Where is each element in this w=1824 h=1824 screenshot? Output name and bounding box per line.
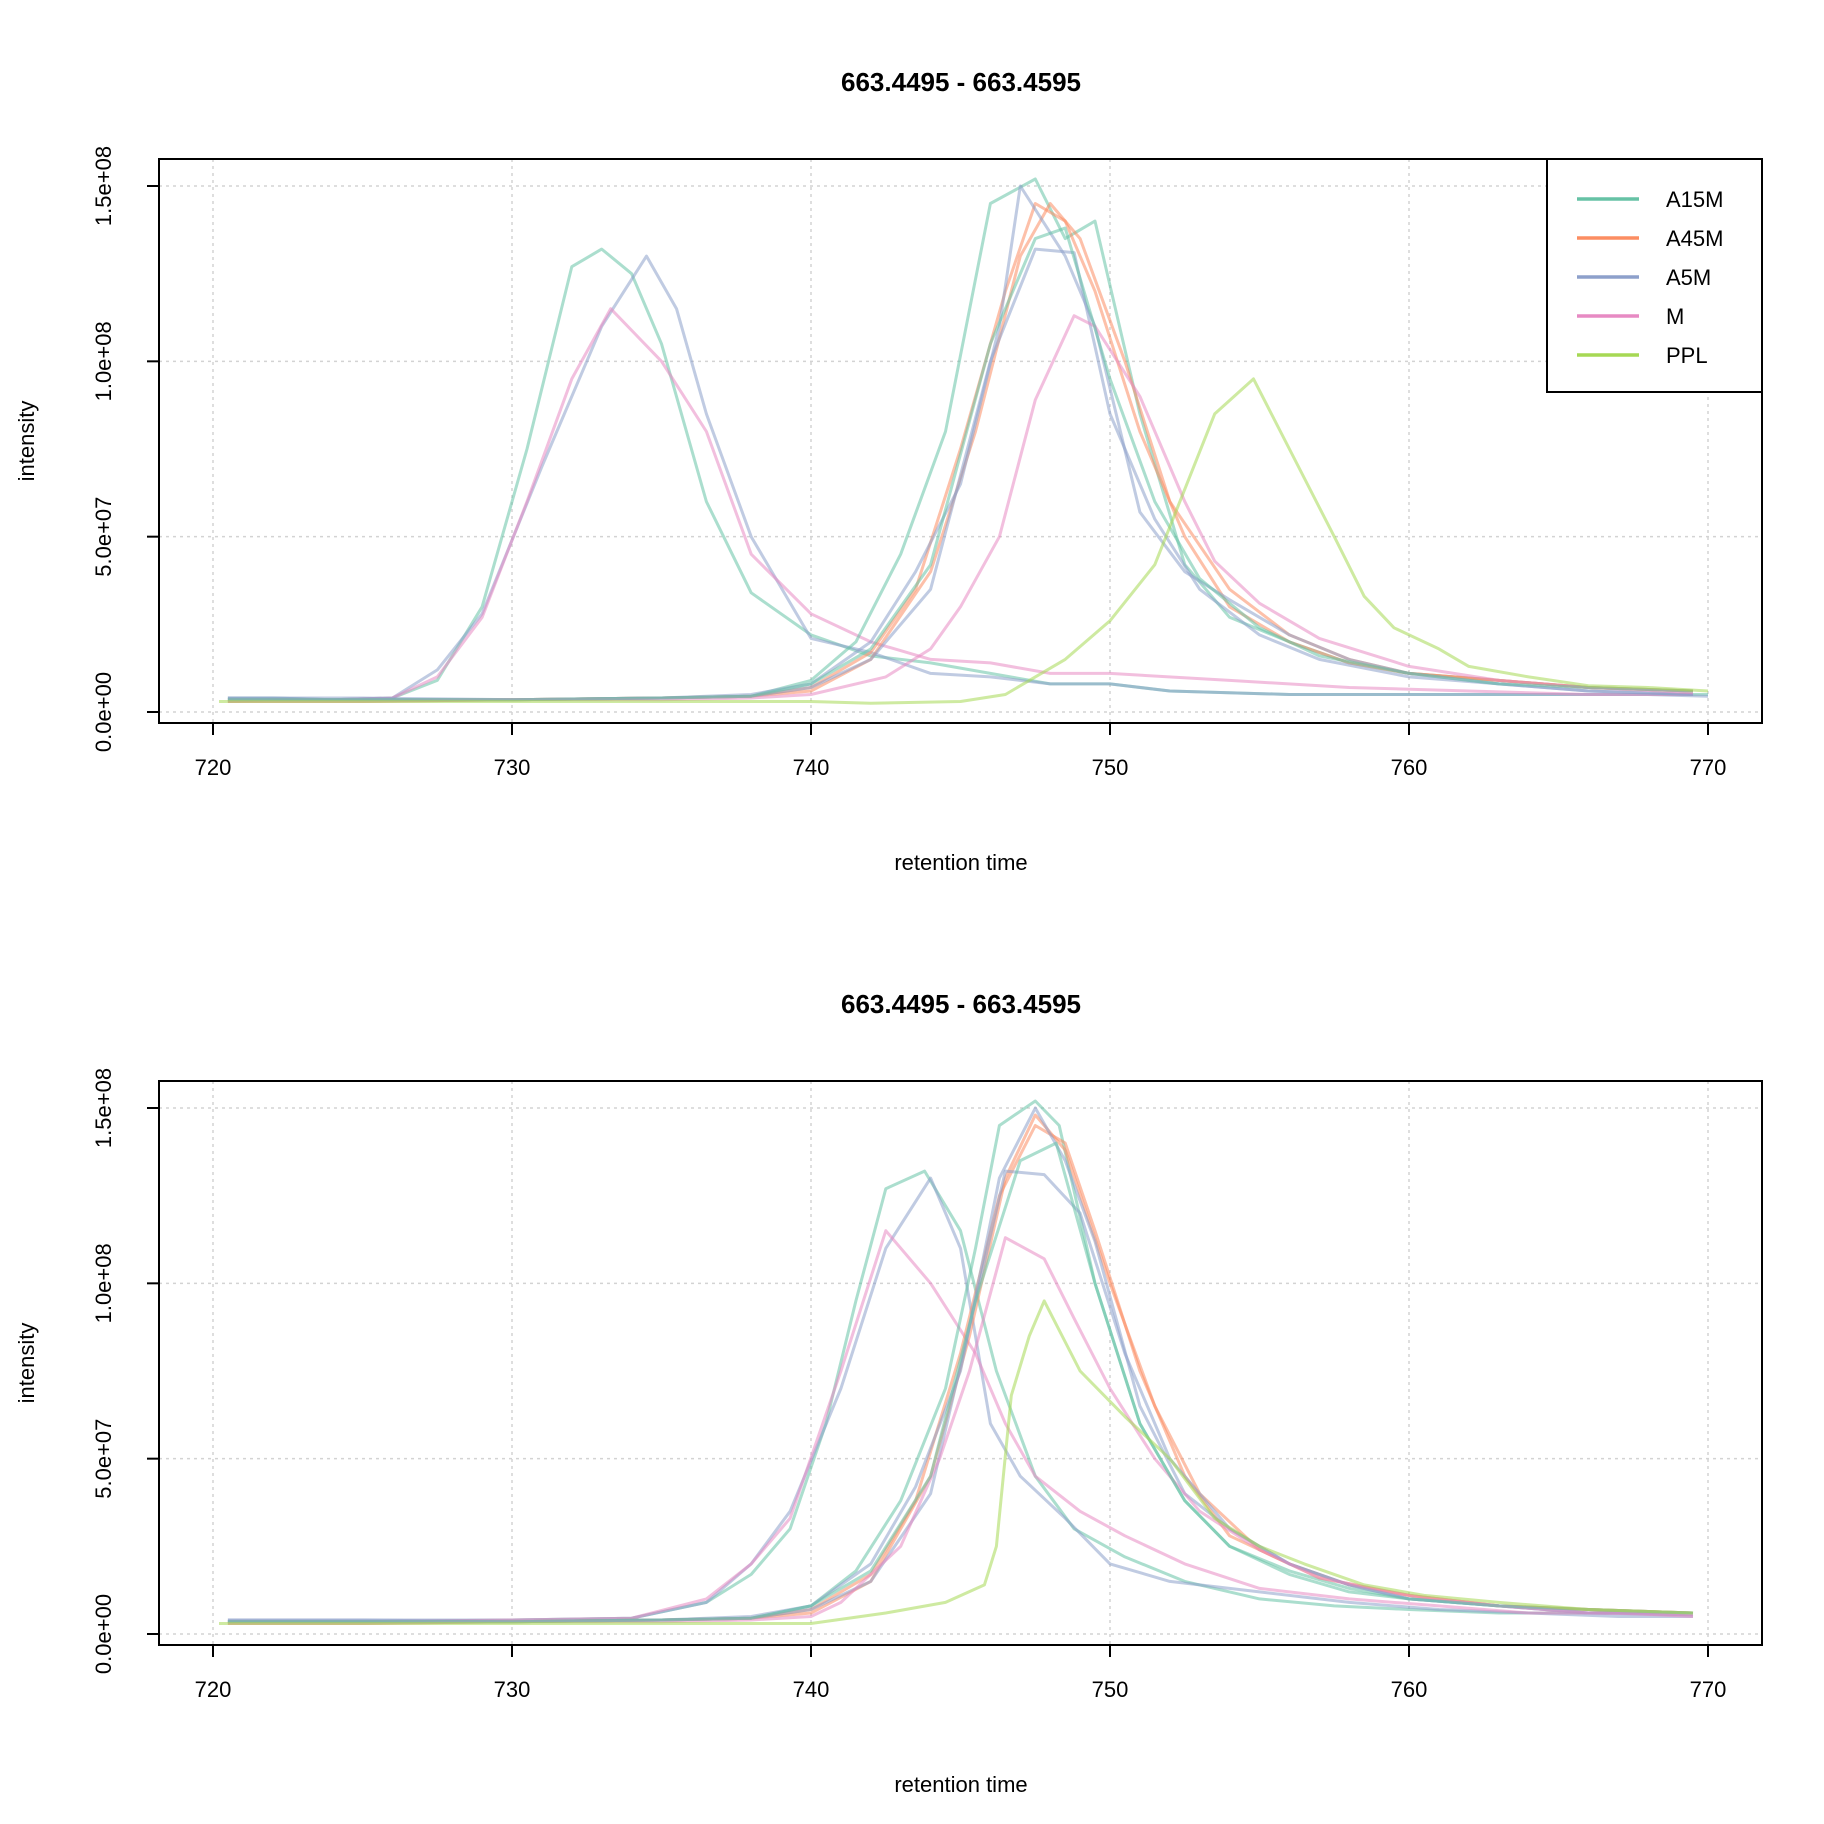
x-tick-label: 770 — [1690, 1677, 1727, 1702]
y-axis-label: intensity — [14, 1323, 39, 1404]
x-tick-label: 770 — [1690, 755, 1727, 780]
x-tick-label: 740 — [793, 755, 830, 780]
y-axis: 0.0e+00 5.0e+07 1.0e+08 1.5e+08 — [91, 1068, 160, 1674]
chart-panel-top: 663.4495 - 663.4595 720 730 740 750 760 770 0… — [14, 67, 1763, 875]
series-layer — [219, 1099, 1694, 1625]
y-tick-label: 1.0e+08 — [91, 1243, 116, 1323]
y-tick-label: 0.0e+00 — [91, 672, 116, 752]
x-tick-label: 730 — [494, 1677, 531, 1702]
series-line-a15m — [227, 226, 1694, 702]
x-tick-label: 740 — [793, 1677, 830, 1702]
series-line-a15m — [227, 1141, 1694, 1624]
chart-panel-bottom: 663.4495 - 663.4595 720 730 740 750 760 770 0… — [14, 989, 1763, 1797]
x-tick-label: 750 — [1092, 1677, 1129, 1702]
x-tick-label: 760 — [1391, 755, 1428, 780]
legend-label-a45m: A45M — [1666, 226, 1723, 251]
series-line-m — [227, 1229, 1694, 1624]
y-tick-label: 1.5e+08 — [91, 1068, 116, 1148]
series-line-a5m — [227, 254, 1709, 702]
x-axis: 720 730 740 750 760 770 — [195, 1644, 1727, 1702]
x-tick-label: 720 — [195, 1677, 232, 1702]
y-tick-label: 5.0e+07 — [91, 1419, 116, 1499]
legend-label-m: M — [1666, 304, 1684, 329]
x-axis-label: retention time — [894, 1772, 1027, 1797]
series-line-a15m — [227, 177, 1694, 702]
series-layer — [219, 177, 1709, 705]
x-tick-label: 760 — [1391, 1677, 1428, 1702]
y-tick-label: 1.5e+08 — [91, 146, 116, 226]
series-line-m — [227, 1236, 1694, 1625]
series-line-m — [227, 307, 1693, 703]
chart-title: 663.4495 - 663.4595 — [841, 67, 1081, 97]
plot-frame — [158, 158, 1763, 724]
y-tick-label: 0.0e+00 — [91, 1594, 116, 1674]
x-axis-label: retention time — [894, 850, 1027, 875]
legend: A15M A45M A5M M PPL — [1546, 158, 1763, 393]
y-axis-label: intensity — [14, 401, 39, 482]
legend-label-a15m: A15M — [1666, 187, 1723, 212]
series-line-ppl — [219, 377, 1709, 705]
y-axis: 0.0e+00 5.0e+07 1.0e+08 1.5e+08 — [91, 146, 160, 752]
legend-label-ppl: PPL — [1666, 343, 1708, 368]
chart-title: 663.4495 - 663.4595 — [841, 989, 1081, 1019]
x-tick-label: 720 — [195, 755, 232, 780]
grid — [159, 1081, 1762, 1645]
series-line-a5m — [227, 1176, 1693, 1622]
series-line-m — [227, 314, 1694, 703]
series-line-a5m — [227, 184, 1694, 702]
x-tick-label: 730 — [494, 755, 531, 780]
series-line-a5m — [227, 247, 1694, 702]
x-axis: 720 730 740 750 760 770 — [195, 722, 1727, 780]
y-tick-label: 5.0e+07 — [91, 497, 116, 577]
x-tick-label: 750 — [1092, 755, 1129, 780]
grid — [159, 159, 1762, 723]
legend-label-a5m: A5M — [1666, 265, 1711, 290]
series-line-ppl — [219, 1299, 1694, 1625]
y-tick-label: 1.0e+08 — [91, 321, 116, 401]
